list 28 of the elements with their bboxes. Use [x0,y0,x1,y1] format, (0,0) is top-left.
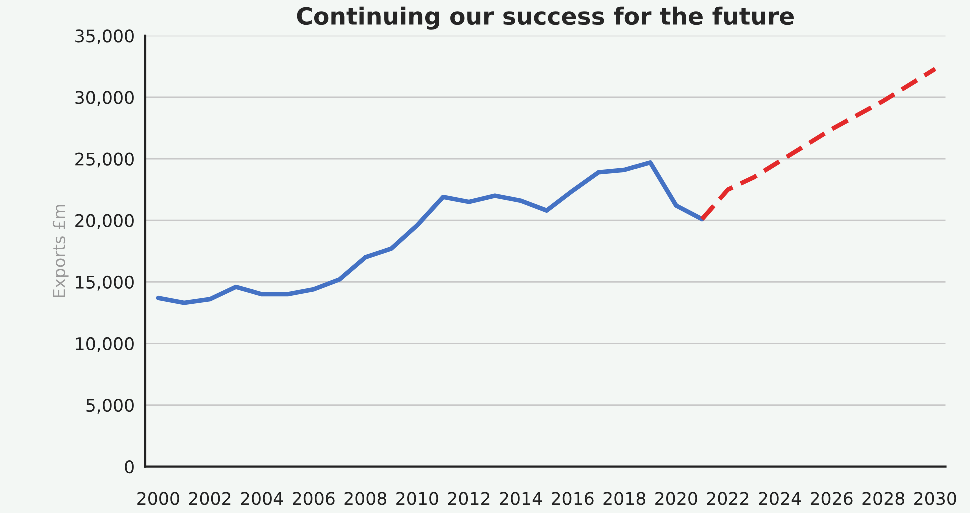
line-series [700,66,938,222]
y-tick-label: 20,000 [76,214,134,230]
x-tick-label: 2016 [552,492,594,506]
y-tick-label: 30,000 [76,91,134,106]
y-tick-label: 0 [125,460,134,474]
x-tick-label: 2026 [810,492,853,506]
x-tick-label: 2006 [293,492,335,506]
y-axis-title: Exports £m [52,205,69,298]
chart-title: Continuing our success for the future [297,6,794,30]
y-tick-label: 15,000 [76,276,134,291]
x-tick-label: 2014 [500,492,542,506]
y-tick-label: 25,000 [76,152,134,168]
x-tick-label: 2012 [448,492,490,506]
x-tick-label: 2010 [396,492,438,506]
x-tick-label: 2022 [707,492,749,506]
line-series [156,160,705,306]
x-tick-label: 2002 [189,492,231,506]
x-tick-label: 2008 [344,492,387,506]
y-tick-label: 10,000 [76,337,134,352]
x-tick-label: 2020 [656,492,698,506]
x-tick-label: 2030 [914,492,956,506]
x-tick-label: 2028 [862,492,904,506]
x-tick-label: 2000 [138,492,180,506]
y-tick-label: 5,000 [86,398,134,414]
x-tick-label: 2004 [241,492,284,506]
y-tick-label: 35,000 [76,30,134,45]
x-tick-label: 2024 [759,492,802,506]
x-tick-label: 2018 [604,492,646,506]
